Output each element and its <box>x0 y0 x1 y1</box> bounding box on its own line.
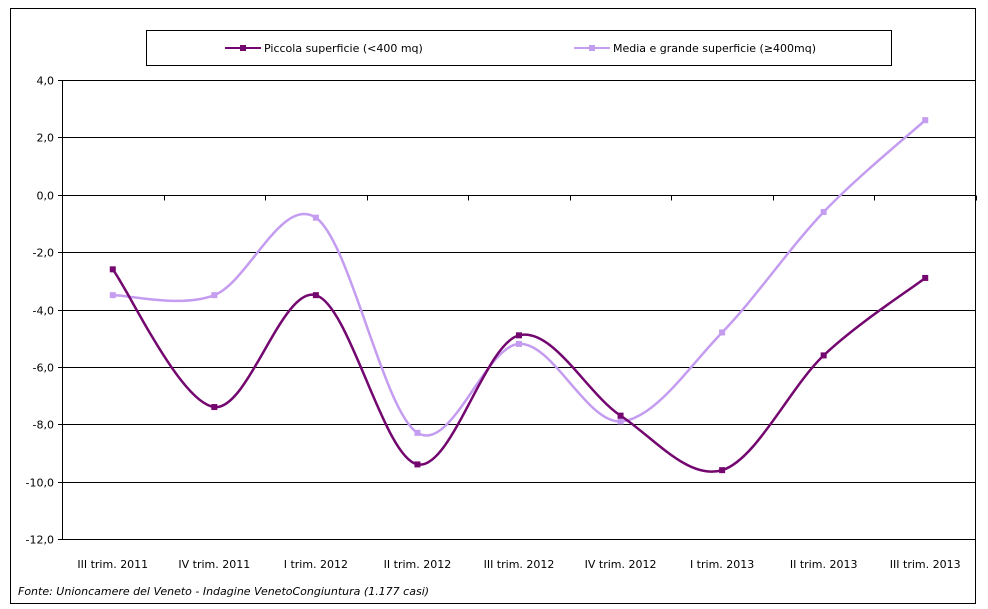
series-line-1 <box>112 119 927 437</box>
series-1-point-1 <box>211 292 218 299</box>
y-tick-label-4: -4,0 <box>33 305 54 318</box>
x-tick-label-3: II trim. 2012 <box>384 558 452 571</box>
x-tick-label-5: IV trim. 2012 <box>585 558 657 571</box>
series-0-point-2 <box>312 292 319 299</box>
legend-item-media-grande: Media e grande superficie (≥400mq) <box>574 31 816 65</box>
series-1-point-6 <box>719 329 726 336</box>
series-1-point-2 <box>312 214 319 221</box>
series-1-point-0 <box>109 292 116 299</box>
chart-frame <box>10 8 976 604</box>
x-tick-label-2: I trim. 2012 <box>284 558 348 571</box>
series-1-point-7 <box>820 208 827 215</box>
series-1-point-8 <box>922 117 929 124</box>
x-tick-label-8: III trim. 2013 <box>890 558 961 571</box>
x-tick-label-0: III trim. 2011 <box>77 558 148 571</box>
series-0-point-6 <box>719 467 726 474</box>
y-tick-label-3: -2,0 <box>33 247 54 260</box>
legend-swatch-media-grande <box>574 43 610 53</box>
legend-swatch-piccola <box>225 43 261 53</box>
y-tick-label-7: -10,0 <box>26 477 54 490</box>
series-1-point-3 <box>414 429 421 436</box>
series-0-point-5 <box>617 412 624 419</box>
series-0-point-7 <box>820 352 827 359</box>
chart-legend: Piccola superficie (<400 mq) Media e gra… <box>146 30 892 66</box>
x-tick-label-7: II trim. 2013 <box>790 558 858 571</box>
series-0-point-3 <box>414 461 421 468</box>
x-tick-label-6: I trim. 2013 <box>690 558 754 571</box>
y-tick-label-5: -6,0 <box>33 362 54 375</box>
y-tick-label-8: -12,0 <box>26 534 54 547</box>
legend-label-piccola: Piccola superficie (<400 mq) <box>264 41 423 55</box>
series-0-point-0 <box>109 266 116 273</box>
x-tick-label-4: III trim. 2012 <box>484 558 555 571</box>
x-tick-label-1: IV trim. 2011 <box>178 558 250 571</box>
source-note: Fonte: Unioncamere del Veneto - Indagine… <box>18 585 430 598</box>
series-0-point-1 <box>211 404 218 411</box>
y-tick-label-1: 2,0 <box>37 132 55 145</box>
y-tick-label-2: 0,0 <box>37 190 55 203</box>
series-0-point-4 <box>516 332 522 339</box>
y-tick-label-6: -8,0 <box>33 419 54 432</box>
series-1-point-4 <box>516 340 522 347</box>
legend-label-media-grande: Media e grande superficie (≥400mq) <box>613 41 817 55</box>
y-tick-label-0: 4,0 <box>37 75 55 88</box>
legend-item-piccola: Piccola superficie (<400 mq) <box>225 31 423 65</box>
series-0-point-8 <box>922 274 929 281</box>
series-1-point-5 <box>617 418 624 425</box>
series-line-0 <box>111 268 926 473</box>
